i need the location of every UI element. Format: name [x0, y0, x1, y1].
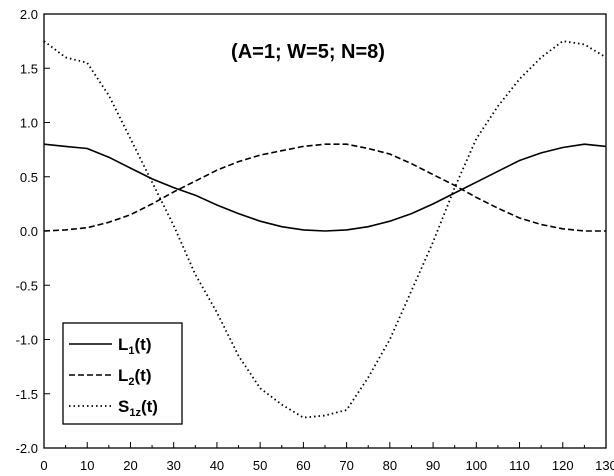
series-line-2 [43, 143, 606, 232]
y-tick-label: -1.0 [16, 333, 38, 348]
x-tick-label: 50 [253, 458, 267, 473]
series-lines [43, 40, 607, 419]
series-line-1 [43, 143, 607, 232]
chart-title: (A=1; W=5; N=8) [231, 41, 385, 63]
y-tick-label: 1.0 [20, 116, 38, 131]
x-tick-label: 0 [40, 458, 47, 473]
x-tick-label: 10 [80, 458, 94, 473]
x-tick-label: 20 [123, 458, 137, 473]
x-tick-label: 40 [210, 458, 224, 473]
legend-label-1: L1(t) [118, 335, 152, 357]
legend: L1(t) L2(t) S1z(t) [62, 322, 183, 425]
y-tick-label: 0.5 [20, 170, 38, 185]
x-tick-label: 100 [465, 458, 487, 473]
x-tick-label: 120 [552, 458, 574, 473]
x-tick-label: 90 [426, 458, 440, 473]
legend-label-2: L2(t) [118, 366, 152, 388]
y-tick-label: 1.5 [20, 61, 38, 76]
x-tick-label: 70 [339, 458, 353, 473]
axis-ticks: 0 10 20 30 40 50 60 70 80 90 100 110 120 130 -2.0 -1.5 -… [16, 7, 614, 473]
legend-label-3: S1z(t) [118, 397, 158, 419]
series-line-3 [43, 40, 607, 419]
y-tick-label: -1.5 [16, 387, 38, 402]
y-tick-label: 2.0 [20, 7, 38, 22]
x-tick-label: 130 [595, 458, 614, 473]
legend-box [62, 322, 183, 425]
y-tick-label: 0.0 [20, 224, 38, 239]
x-tick-label: 110 [509, 458, 530, 473]
y-tick-label: -0.5 [16, 278, 38, 293]
x-tick-label: 80 [383, 458, 397, 473]
x-tick-label: 60 [296, 458, 310, 473]
x-tick-label: 30 [166, 458, 180, 473]
y-tick-label: -2.0 [16, 441, 38, 456]
